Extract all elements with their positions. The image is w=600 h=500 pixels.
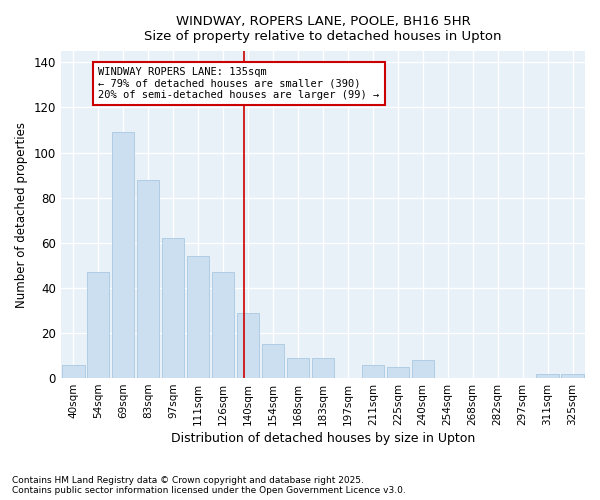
Bar [137, 180, 160, 378]
Y-axis label: Number of detached properties: Number of detached properties [15, 122, 28, 308]
Bar [412, 360, 434, 378]
Bar [237, 312, 259, 378]
Text: WINDWAY ROPERS LANE: 135sqm
← 79% of detached houses are smaller (390)
20% of se: WINDWAY ROPERS LANE: 135sqm ← 79% of det… [98, 67, 379, 100]
Bar [561, 374, 584, 378]
Title: WINDWAY, ROPERS LANE, POOLE, BH16 5HR
Size of property relative to detached hous: WINDWAY, ROPERS LANE, POOLE, BH16 5HR Si… [144, 15, 502, 43]
X-axis label: Distribution of detached houses by size in Upton: Distribution of detached houses by size … [171, 432, 475, 445]
Bar [536, 374, 559, 378]
Bar [262, 344, 284, 378]
Bar [162, 238, 184, 378]
Bar [187, 256, 209, 378]
Bar [62, 364, 85, 378]
Bar [311, 358, 334, 378]
Bar [362, 364, 384, 378]
Bar [87, 272, 109, 378]
Text: Contains HM Land Registry data © Crown copyright and database right 2025.
Contai: Contains HM Land Registry data © Crown c… [12, 476, 406, 495]
Bar [212, 272, 234, 378]
Bar [386, 367, 409, 378]
Bar [287, 358, 309, 378]
Bar [112, 132, 134, 378]
